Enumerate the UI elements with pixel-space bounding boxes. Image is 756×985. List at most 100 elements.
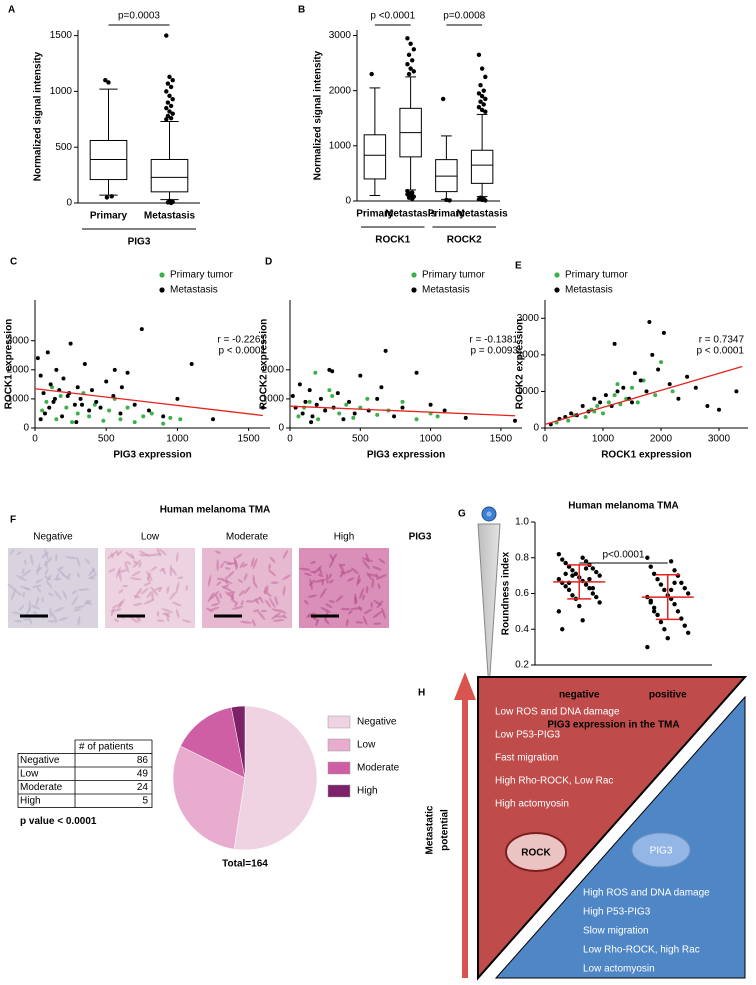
- tissue-texture: [119, 569, 127, 573]
- y-tick-label: 500: [55, 142, 72, 153]
- legend-label: Metastasis: [565, 285, 613, 296]
- tissue-texture: [243, 573, 248, 581]
- box: [89, 139, 128, 181]
- x-tick-label: 2000: [650, 434, 673, 445]
- point: [463, 415, 468, 420]
- outlier: [411, 47, 417, 52]
- tissue-texture: [351, 567, 359, 575]
- point: [161, 414, 166, 419]
- table-cell: 86: [137, 755, 149, 766]
- tissue-texture: [185, 584, 188, 591]
- tissue-texture: [340, 570, 346, 575]
- point: [648, 598, 653, 603]
- point: [101, 418, 106, 423]
- point: [675, 609, 681, 614]
- x-axis-label: ROCK1 expression: [601, 450, 692, 461]
- outlier: [167, 74, 172, 80]
- x-axis-label: PIG3 expression in the TMA: [547, 720, 679, 731]
- tissue-texture: [16, 551, 22, 556]
- outlier: [478, 99, 483, 104]
- tissue-texture: [207, 574, 212, 587]
- tissue-texture: [216, 581, 222, 586]
- point: [676, 396, 681, 401]
- tissue-texture: [66, 573, 72, 579]
- tissue-texture: [347, 577, 355, 582]
- tissue-texture: [320, 607, 331, 613]
- tissue-texture: [355, 621, 364, 624]
- upper-text: Low ROS and DNA damage: [495, 707, 620, 718]
- point: [54, 367, 59, 372]
- point: [70, 420, 75, 425]
- annotation: p < 0.0001: [218, 346, 266, 357]
- point: [512, 418, 517, 423]
- tissue-texture: [365, 585, 369, 594]
- tissue-texture: [139, 550, 150, 557]
- point: [314, 402, 319, 407]
- point: [587, 577, 592, 582]
- point: [89, 388, 94, 393]
- tissue-texture: [61, 574, 71, 580]
- table-cell: High: [20, 795, 41, 806]
- point: [375, 396, 380, 401]
- point: [638, 378, 643, 383]
- tissue-texture: [76, 557, 81, 567]
- tissue-texture: [166, 585, 170, 594]
- panel-label: B: [298, 5, 305, 16]
- point: [566, 418, 571, 423]
- tissue-texture: [154, 586, 162, 591]
- table-cell: 5: [142, 795, 148, 806]
- outlier: [168, 200, 174, 206]
- outlier: [405, 188, 410, 194]
- point: [647, 319, 652, 324]
- outlier: [164, 89, 169, 94]
- point: [125, 405, 130, 410]
- tissue-texture: [91, 567, 96, 575]
- point: [75, 385, 80, 390]
- point: [52, 396, 57, 401]
- tissue-texture: [252, 574, 256, 585]
- point: [630, 385, 634, 390]
- tissue-texture: [15, 590, 23, 596]
- outlier: [410, 58, 415, 63]
- arrow-head: [454, 672, 476, 700]
- tissue-texture: [138, 587, 143, 594]
- tissue-texture: [205, 607, 214, 613]
- tissue-texture: [21, 569, 32, 578]
- tissue-texture: [242, 563, 248, 568]
- tissue-texture: [147, 576, 151, 585]
- tissue-texture: [335, 595, 344, 602]
- y-tick-label: 2000: [262, 364, 285, 375]
- outlier: [410, 196, 415, 201]
- tissue-texture: [298, 567, 311, 571]
- point: [632, 371, 637, 376]
- legend-label: Metastasis: [422, 285, 470, 296]
- x-tick-label: 3000: [708, 434, 731, 445]
- point: [651, 609, 657, 614]
- y-tick-label: 0: [278, 423, 284, 434]
- point: [323, 408, 328, 413]
- outlier: [479, 66, 485, 71]
- legend-label: Primary tumor: [170, 270, 233, 281]
- outlier: [408, 66, 413, 71]
- panel-label: H: [418, 688, 425, 699]
- image-label: Moderate: [226, 532, 269, 543]
- point: [682, 623, 687, 628]
- tissue-texture: [250, 557, 255, 568]
- tissue-texture: [28, 617, 33, 625]
- y-tick-label: 1000: [517, 386, 540, 397]
- x-tick-label: 1000: [419, 434, 442, 445]
- x-tick-label: 0: [32, 434, 38, 445]
- outlier: [167, 109, 172, 114]
- y-axis-label: ROCK2 expression: [515, 319, 526, 410]
- outlier: [103, 78, 108, 83]
- axis-label: potential: [440, 809, 451, 851]
- point: [80, 402, 84, 407]
- tissue-texture: [118, 589, 124, 594]
- outlier: [168, 115, 174, 121]
- point: [61, 376, 66, 381]
- outlier: [164, 117, 169, 122]
- point: [344, 402, 349, 407]
- tissue-texture: [338, 563, 346, 574]
- point: [341, 417, 346, 422]
- point: [48, 382, 53, 387]
